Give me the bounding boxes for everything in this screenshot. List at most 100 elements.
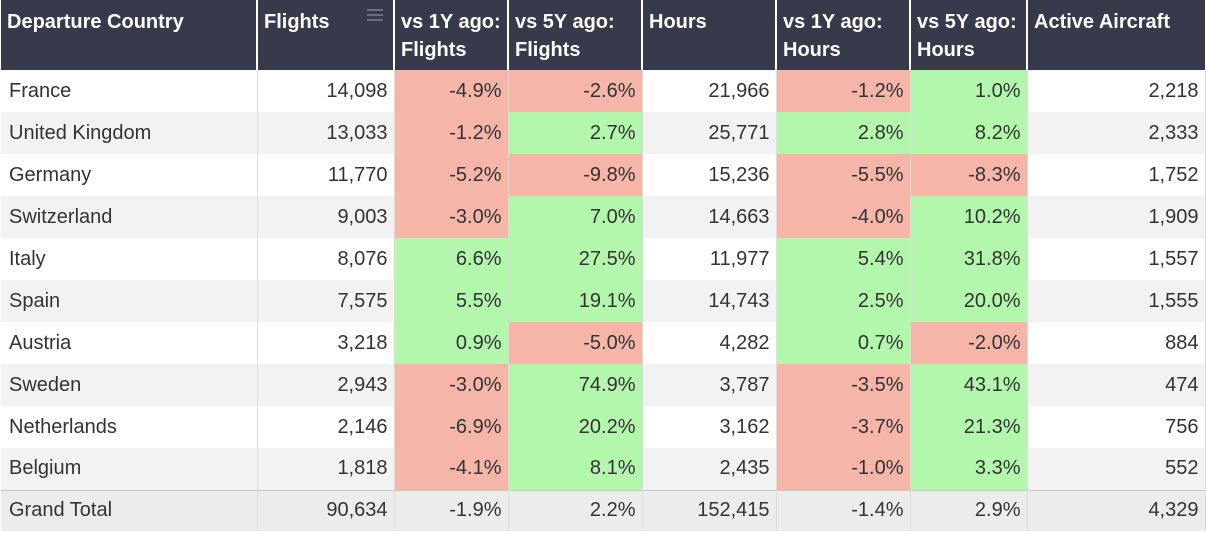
table-cell-y5-hours: -2.0% [910,322,1028,364]
table-cell-country: Spain [1,280,258,322]
sort-icon[interactable] [367,9,383,23]
table-cell-aircraft: 1,752 [1027,154,1206,196]
table-cell-y5-hours: 21.3% [910,406,1028,448]
column-header[interactable]: vs 1Y ago: Hours [776,0,911,70]
table-cell-y5-flights: 27.5% [508,238,643,280]
table-cell-aircraft: 552 [1027,448,1206,490]
table-cell-hours: 152,415 [642,489,777,531]
table-cell-y5-hours: 3.3% [910,448,1028,490]
grand-total-row: Grand Total 90,634 -1.9% 2.2% 152,415 -1.4% 2.… [1,489,1206,531]
table-cell-yoy-hours: -3.7% [776,406,911,448]
table-cell-country: France [1,70,258,112]
column-header[interactable]: vs 5Y ago: Hours [910,0,1028,70]
table-cell-country: Sweden [1,364,258,406]
table-cell-y5-flights: -5.0% [508,322,643,364]
table-cell-y5-hours: 31.8% [910,238,1028,280]
table-row: Belgium 1,818 -4.1% 8.1% 2,435 -1.0% 3.3% 552 [1,448,1206,490]
table-cell-country: Germany [1,154,258,196]
table-cell-hours: 3,787 [642,364,777,406]
table-cell-yoy-flights: -3.0% [394,364,509,406]
table-cell-country: Austria [1,322,258,364]
table-cell-flights: 2,943 [257,364,395,406]
table-cell-aircraft: 1,557 [1027,238,1206,280]
table-cell-aircraft: 2,218 [1027,70,1206,112]
table-row: France 14,098 -4.9% -2.6% 21,966 -1.2% 1.0% 2,2… [1,70,1206,112]
column-header[interactable]: vs 5Y ago: Flights [508,0,643,70]
table-cell-flights: 3,218 [257,322,395,364]
table-cell-flights: 90,634 [257,489,395,531]
table-cell-y5-hours: 20.0% [910,280,1028,322]
table-cell-yoy-flights: -6.9% [394,406,509,448]
column-header[interactable]: Hours [642,0,777,70]
table-cell-yoy-flights: -1.9% [394,489,509,531]
table-cell-hours: 4,282 [642,322,777,364]
table-cell-yoy-hours: -3.5% [776,364,911,406]
table-cell-hours: 14,743 [642,280,777,322]
table-cell-country: United Kingdom [1,112,258,154]
table-row: Spain 7,575 5.5% 19.1% 14,743 2.5% 20.0% 1,555 [1,280,1206,322]
table-cell-country: Grand Total [1,489,258,531]
table-cell-yoy-flights: 0.9% [394,322,509,364]
table-cell-yoy-hours: 2.8% [776,112,911,154]
table-cell-yoy-hours: -1.4% [776,489,911,531]
table-cell-yoy-hours: -5.5% [776,154,911,196]
table-cell-country: Switzerland [1,196,258,238]
table-row: Switzerland 9,003 -3.0% 7.0% 14,663 -4.0% 10.2… [1,196,1206,238]
table-cell-yoy-flights: -4.1% [394,448,509,490]
table-row: Germany 11,770 -5.2% -9.8% 15,236 -5.5% -8.3% 1… [1,154,1206,196]
table-cell-y5-hours: 2.9% [910,489,1028,531]
column-header-label: Flights [264,11,330,33]
table-cell-yoy-hours: -4.0% [776,196,911,238]
table-cell-flights: 2,146 [257,406,395,448]
table-cell-yoy-hours: -1.2% [776,70,911,112]
table-cell-yoy-flights: 5.5% [394,280,509,322]
table-cell-aircraft: 2,333 [1027,112,1206,154]
table-cell-y5-flights: -2.6% [508,70,643,112]
table-row: Sweden 2,943 -3.0% 74.9% 3,787 -3.5% 43.1% 474 [1,364,1206,406]
table-cell-country: Italy [1,238,258,280]
header-row: Departure Country Flights vs 1Y ago: Fli… [1,0,1205,70]
table-cell-y5-flights: 74.9% [508,364,643,406]
table-cell-y5-flights: -9.8% [508,154,643,196]
table-cell-flights: 7,575 [257,280,395,322]
table-cell-y5-flights: 7.0% [508,196,643,238]
table-cell-flights: 1,818 [257,448,395,490]
table-cell-flights: 13,033 [257,112,395,154]
column-header-flights[interactable]: Flights [257,0,395,70]
table-cell-flights: 11,770 [257,154,395,196]
table-cell-yoy-flights: -1.2% [394,112,509,154]
table-row: Italy 8,076 6.6% 27.5% 11,977 5.4% 31.8% 1,557 [1,238,1206,280]
table-cell-aircraft: 756 [1027,406,1206,448]
table-cell-hours: 25,771 [642,112,777,154]
table-cell-yoy-hours: 2.5% [776,280,911,322]
table-cell-y5-hours: -8.3% [910,154,1028,196]
table-row: Austria 3,218 0.9% -5.0% 4,282 0.7% -2.0% 884 [1,322,1206,364]
table-cell-hours: 21,966 [642,70,777,112]
table-cell-aircraft: 884 [1027,322,1206,364]
table-row: Netherlands 2,146 -6.9% 20.2% 3,162 -3.7% 21.3… [1,406,1206,448]
table-cell-yoy-hours: -1.0% [776,448,911,490]
table-cell-yoy-flights: -3.0% [394,196,509,238]
table-cell-y5-flights: 8.1% [508,448,643,490]
table-cell-flights: 9,003 [257,196,395,238]
table-cell-y5-flights: 2.2% [508,489,643,531]
column-header[interactable]: Active Aircraft [1027,0,1205,70]
table-cell-flights: 14,098 [257,70,395,112]
table-cell-country: Belgium [1,448,258,490]
table-cell-yoy-flights: -4.9% [394,70,509,112]
table-cell-yoy-flights: -5.2% [394,154,509,196]
table-cell-hours: 15,236 [642,154,777,196]
table-cell-y5-hours: 8.2% [910,112,1028,154]
table-cell-hours: 11,977 [642,238,777,280]
column-header[interactable]: vs 1Y ago: Flights [394,0,509,70]
table-cell-y5-hours: 43.1% [910,364,1028,406]
table-cell-aircraft: 474 [1027,364,1206,406]
table-cell-aircraft: 1,555 [1027,280,1206,322]
column-header[interactable]: Departure Country [1,0,258,70]
table-cell-hours: 3,162 [642,406,777,448]
table-cell-y5-hours: 10.2% [910,196,1028,238]
table-cell-y5-flights: 20.2% [508,406,643,448]
table-cell-y5-flights: 19.1% [508,280,643,322]
table-cell-country: Netherlands [1,406,258,448]
